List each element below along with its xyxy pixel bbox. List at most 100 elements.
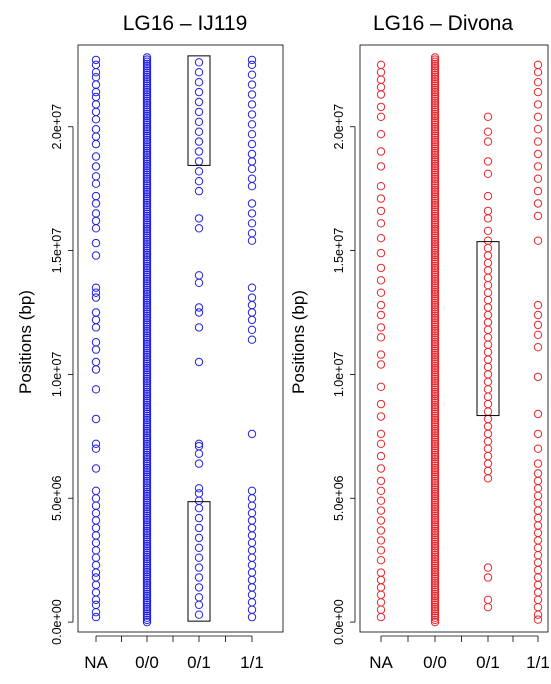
highlight-boxes-ij119 (187, 55, 211, 622)
data-point (91, 73, 101, 82)
data-point (142, 129, 152, 138)
highlight-box (476, 241, 500, 417)
data-point (194, 107, 204, 117)
data-point (142, 266, 152, 275)
data-point (142, 309, 152, 318)
y-tick-label: 1.5e+07 (332, 228, 346, 274)
data-point (430, 179, 440, 188)
data-point (430, 131, 440, 140)
data-point (142, 274, 152, 284)
data-point (142, 237, 152, 247)
data-point (376, 451, 386, 461)
data-point (142, 428, 152, 438)
data-point (142, 207, 152, 216)
x-tick-label-hom-ref: 0/0 (135, 653, 159, 672)
data-point (142, 600, 152, 609)
data-point (430, 329, 440, 338)
x-axis-divona: NA 0/0 0/1 1/1 (369, 635, 550, 672)
data-point (142, 55, 152, 64)
data-point (430, 150, 440, 160)
data-point (142, 200, 152, 210)
data-point (194, 553, 204, 562)
data-point (142, 422, 152, 431)
data-point (483, 236, 493, 245)
data-point (142, 576, 152, 585)
data-point (430, 348, 440, 357)
x-axis-ij119: NA 0/0 0/1 1/1 (84, 635, 264, 672)
data-point (142, 263, 152, 273)
data-point (142, 520, 152, 529)
data-point (430, 244, 440, 253)
data-point (142, 111, 152, 121)
data-point (142, 339, 152, 349)
data-point (376, 590, 386, 599)
data-point (247, 55, 257, 65)
data-point (91, 444, 101, 453)
data-point (142, 567, 152, 577)
data-point (483, 169, 493, 179)
data-point (194, 157, 204, 166)
data-point (430, 318, 440, 327)
data-point (142, 296, 152, 305)
data-point (430, 474, 440, 483)
data-point (430, 185, 440, 195)
data-point (430, 263, 440, 273)
data-point (91, 132, 101, 141)
data-point (533, 125, 543, 134)
data-point (430, 350, 440, 360)
data-point (430, 379, 440, 388)
data-point (430, 594, 440, 603)
data-point (142, 591, 152, 601)
data-point (142, 502, 152, 512)
data-point (91, 191, 101, 201)
data-point (142, 233, 152, 242)
data-point (142, 387, 152, 397)
data-point (247, 546, 257, 555)
data-point (430, 77, 440, 86)
data-point (430, 548, 440, 557)
plot-frame-ij119 (77, 44, 284, 633)
data-point (142, 392, 152, 401)
data-point (430, 300, 440, 310)
data-point (142, 77, 152, 86)
data-point (483, 333, 493, 342)
data-point (430, 211, 440, 221)
data-point (430, 615, 440, 625)
data-point (247, 583, 257, 592)
data-point (430, 396, 440, 405)
data-point (483, 226, 493, 236)
data-point (430, 444, 440, 453)
data-point (142, 394, 152, 403)
data-point (430, 272, 440, 281)
data-point (142, 365, 152, 375)
data-point (142, 72, 152, 82)
data-point (430, 476, 440, 486)
data-point (430, 157, 440, 166)
data-point (142, 602, 152, 612)
data-point (194, 593, 204, 602)
data-point (430, 305, 440, 314)
data-point (247, 182, 257, 191)
data-point (247, 164, 257, 174)
data-point (91, 486, 101, 495)
data-point (194, 78, 204, 87)
data-point (483, 191, 493, 201)
data-point (430, 172, 440, 182)
data-point (142, 231, 152, 240)
data-point (376, 60, 386, 70)
data-point (430, 298, 440, 307)
data-point (430, 124, 440, 134)
data-point (533, 68, 543, 77)
data-point (430, 370, 440, 379)
data-point (142, 557, 152, 566)
data-point (194, 167, 204, 176)
data-point (142, 103, 152, 112)
data-point (430, 287, 440, 297)
data-point (430, 64, 440, 73)
data-point (247, 60, 257, 70)
data-point (142, 85, 152, 95)
data-point (430, 581, 440, 590)
data-point (142, 372, 152, 381)
data-point (142, 355, 152, 364)
data-point (430, 55, 440, 64)
